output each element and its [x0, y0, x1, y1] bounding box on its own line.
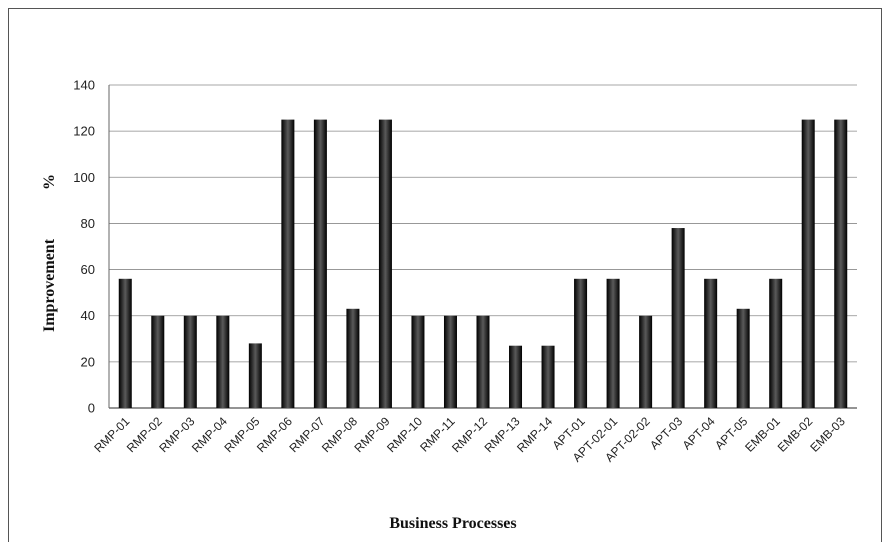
bar	[443, 315, 457, 408]
bar	[183, 315, 197, 408]
bar	[378, 119, 392, 408]
y-tick-label: 140	[73, 78, 95, 93]
y-axis-title: Improvement	[41, 238, 58, 332]
chart-frame	[8, 8, 882, 542]
y-tick-label: 60	[81, 262, 95, 277]
bar	[509, 345, 523, 408]
y-axis-unit: %	[41, 174, 58, 190]
bar	[769, 278, 783, 408]
x-tick-label: APT-04	[680, 414, 718, 452]
bar	[541, 345, 555, 408]
bar	[574, 278, 588, 408]
x-tick-label: RMP-14	[514, 414, 555, 455]
bar	[313, 119, 327, 408]
bar	[411, 315, 425, 408]
bar	[639, 315, 653, 408]
bar	[151, 315, 165, 408]
bar	[476, 315, 490, 408]
bar	[834, 119, 848, 408]
y-tick-label: 100	[73, 170, 95, 185]
y-tick-label: 40	[81, 308, 95, 323]
bar	[281, 119, 295, 408]
bar	[118, 278, 132, 408]
x-tick-label: RMP-10	[384, 414, 425, 455]
y-tick-label: 120	[73, 124, 95, 139]
x-tick-label: EMB-01	[742, 414, 783, 455]
bar	[248, 343, 262, 408]
x-tick-label: EMB-02	[775, 414, 816, 455]
bar	[216, 315, 230, 408]
bar	[801, 119, 815, 408]
bar	[671, 228, 685, 408]
y-tick-label: 80	[81, 216, 95, 231]
x-axis-ticks: RMP-01RMP-02RMP-03RMP-04RMP-05RMP-06RMP-…	[91, 414, 848, 465]
bars	[118, 119, 848, 408]
y-tick-label: 20	[81, 354, 95, 369]
y-axis-ticks: 0 20 40 60 80 100 120 140	[73, 78, 95, 416]
bar	[704, 278, 718, 408]
x-axis-title: Business Processes	[389, 515, 516, 532]
y-tick-label: 0	[88, 401, 95, 416]
x-tick-label: EMB-03	[807, 414, 848, 455]
bar	[736, 308, 750, 408]
x-tick-label: APT-03	[647, 414, 685, 452]
bar	[346, 308, 360, 408]
bar	[606, 278, 620, 408]
